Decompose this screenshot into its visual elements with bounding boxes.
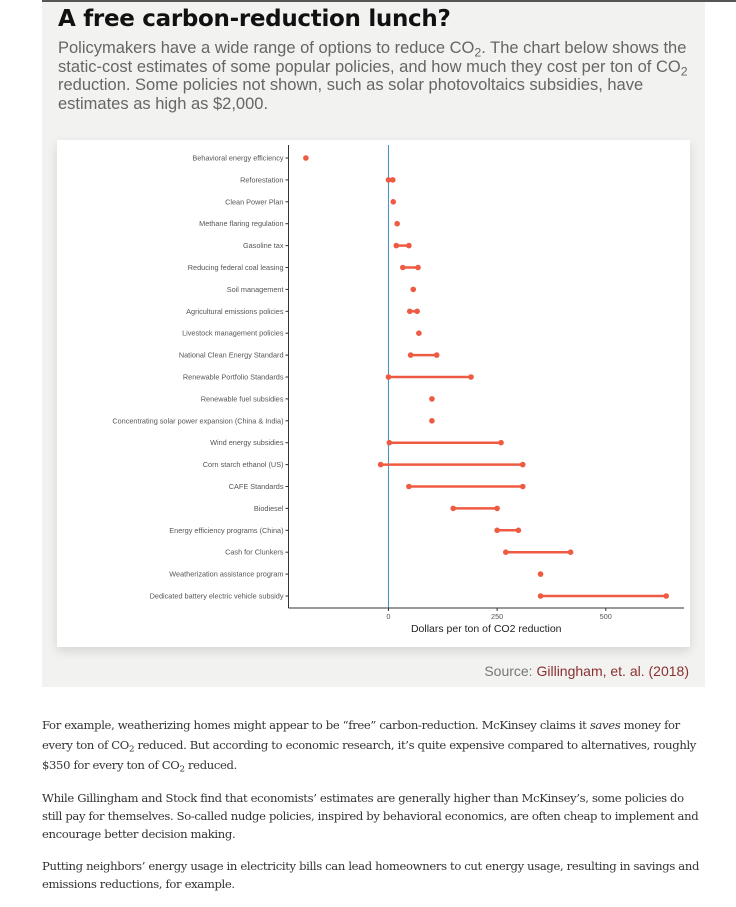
y-tick-label: Behavioral energy efficiency [192,154,283,163]
low-estimate-point [429,396,435,402]
y-tick-label: Agricultural emissions policies [186,307,284,316]
paragraph-3: Putting neighbors’ energy usage in elect… [42,859,700,891]
low-estimate-point [390,199,397,205]
y-tick-label: Methane flaring regulation [199,219,283,228]
source-note: Source: Gillingham, et. al. (2018) [484,663,689,679]
high-estimate-point [406,242,412,249]
y-tick-label: Dedicated battery electric vehicle subsi… [150,592,284,601]
low-estimate-point [406,308,413,315]
paragraph-1: For example, weatherizing homes might ap… [42,718,697,775]
y-tick-label: Wind energy subsidies [210,438,284,447]
low-estimate-point [394,220,400,227]
low-estimate-point [377,461,384,468]
chart-container: Behavioral energy efficiency Reforestatio… [57,140,690,647]
dumbbell-chart: Behavioral energy efficiency Reforestatio… [112,145,684,635]
low-estimate-point [429,418,435,424]
low-estimate-point [385,374,392,380]
low-estimate-point [386,439,393,446]
top-border [42,0,736,2]
high-estimate-point [415,264,421,271]
y-tick-label: Corn starch ethanol (US) [203,460,284,469]
y-tick-label: Gasoline tax [243,241,284,250]
y-tick-label: Clean Power Plan [225,197,283,206]
high-estimate-point [567,549,574,555]
low-estimate-point [303,155,309,161]
low-estimate-point [537,593,544,599]
y-tick-label: Livestock management policies [182,329,284,338]
high-estimate-point [519,483,526,490]
low-estimate-point [416,330,422,336]
low-estimate-point [503,549,509,555]
high-estimate-point [663,593,669,599]
low-estimate-point [494,527,500,534]
high-estimate-point [390,177,396,183]
high-estimate-point [494,505,500,512]
low-estimate-point [410,286,417,293]
y-tick-label: Cash for Clunkers [225,548,284,557]
low-estimate-point [400,264,406,271]
y-tick-label: Concentrating solar power expansion (Chi… [112,416,283,425]
y-tick-label: Biodiesel [254,504,284,513]
y-tick-label: Renewable Portfolio Standards [183,373,284,382]
source-link[interactable]: Gillingham, et. al. (2018) [536,663,689,679]
paragraph-2: While Gillingham and Stock find that eco… [42,791,699,841]
low-estimate-point [450,505,457,512]
y-tick-label: Renewable fuel subsidies [201,394,284,403]
high-estimate-point [515,527,522,534]
x-tick-label: 250 [491,612,503,621]
low-estimate-point [406,483,412,490]
y-tick-label: Soil management [227,285,284,294]
low-estimate-point [537,571,544,577]
page-title: A free carbon-reduction lunch? [58,6,451,32]
high-estimate-point [498,439,504,446]
y-tick-label: Reducing federal coal leasing [188,263,284,272]
y-tick-label: Reforestation [240,175,283,184]
high-estimate-point [519,461,526,468]
low-estimate-point [385,177,392,183]
y-tick-label: National Clean Energy Standard [179,351,284,360]
low-estimate-point [407,352,414,358]
x-tick-label: 0 [386,612,390,621]
article-body: For example, weatherizing homes might ap… [42,715,702,907]
low-estimate-point [393,242,400,249]
high-estimate-point [433,352,440,358]
chart-subtitle: Policymakers have a wide range of option… [58,39,688,113]
high-estimate-point [414,308,420,315]
high-estimate-point [468,374,474,380]
x-tick-label: 500 [600,612,612,621]
y-tick-label: Weatherization assistance program [169,570,283,579]
y-tick-label: CAFE Standards [229,482,284,491]
x-axis-title: Dollars per ton of CO2 reduction [411,623,562,635]
y-tick-label: Energy efficiency programs (China) [169,526,283,535]
